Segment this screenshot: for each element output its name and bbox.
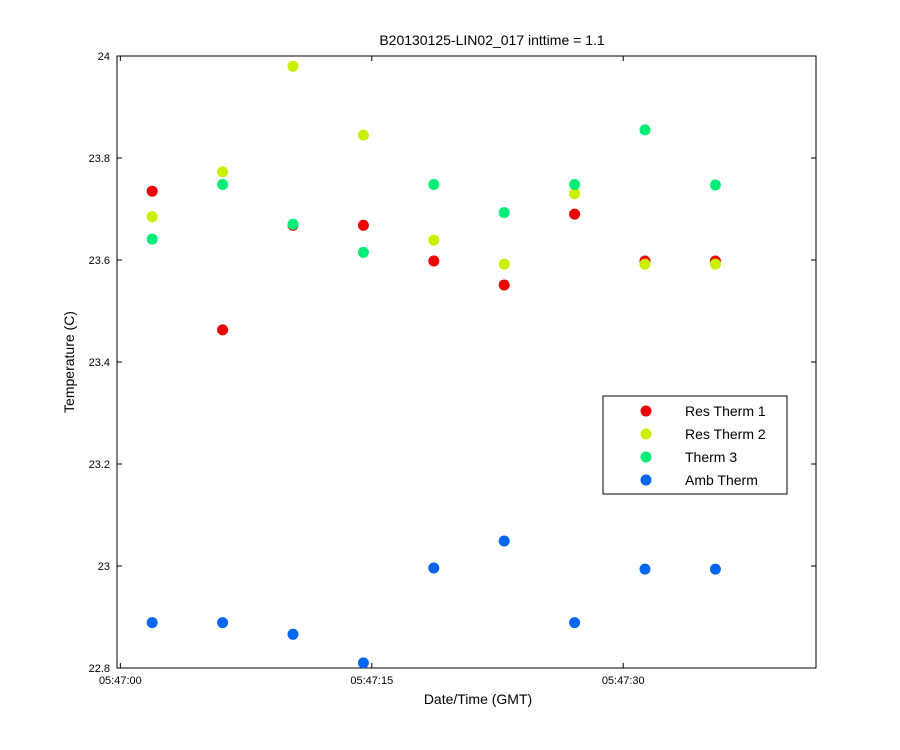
point-amb-therm bbox=[287, 628, 299, 640]
x-axis-ticks: 05:47:00 05:47:15 05:47:30 bbox=[99, 56, 645, 687]
x-axis-label: Date/Time (GMT) bbox=[424, 691, 532, 707]
point-amb-therm bbox=[709, 563, 721, 575]
point-res-therm-2 bbox=[146, 211, 158, 223]
legend-label-amb-therm: Amb Therm bbox=[685, 472, 758, 488]
point-res-therm-1 bbox=[569, 208, 581, 220]
point-res-therm-2 bbox=[709, 258, 721, 270]
legend: Res Therm 1 Res Therm 2 Therm 3 Amb Ther… bbox=[602, 395, 788, 495]
point-res-therm-1 bbox=[357, 219, 369, 231]
point-amb-therm bbox=[498, 535, 510, 547]
y-tick-label: 23.6 bbox=[89, 255, 110, 267]
point-res-therm-2 bbox=[428, 234, 440, 246]
point-amb-therm bbox=[357, 657, 369, 669]
point-res-therm-2 bbox=[287, 60, 299, 72]
point-therm-3 bbox=[498, 207, 510, 219]
legend-marker-res-therm-1 bbox=[640, 405, 652, 417]
point-res-therm-2 bbox=[357, 129, 369, 141]
plot-area bbox=[116, 55, 817, 669]
y-tick-label: 22.8 bbox=[89, 663, 110, 675]
legend-marker-therm-3 bbox=[640, 451, 652, 463]
point-therm-3 bbox=[287, 218, 299, 230]
point-therm-3 bbox=[569, 179, 581, 190]
point-res-therm-1 bbox=[498, 279, 510, 291]
x-tick-label: 05:47:15 bbox=[350, 675, 393, 687]
point-amb-therm bbox=[217, 617, 229, 629]
point-res-therm-2 bbox=[569, 188, 581, 200]
point-amb-therm bbox=[428, 562, 440, 574]
legend-label-res-therm-2: Res Therm 2 bbox=[685, 426, 766, 442]
legend-marker-res-therm-2 bbox=[640, 428, 652, 440]
y-tick-label: 24 bbox=[98, 51, 110, 63]
point-amb-therm bbox=[639, 563, 651, 575]
y-tick-label: 23.2 bbox=[89, 459, 110, 471]
legend-label-therm-3: Therm 3 bbox=[685, 449, 737, 465]
y-tick-label: 23 bbox=[98, 561, 110, 573]
point-therm-3 bbox=[357, 246, 369, 258]
y-tick-label: 23.8 bbox=[89, 153, 110, 165]
point-therm-3 bbox=[639, 124, 651, 136]
point-res-therm-1 bbox=[217, 324, 229, 336]
point-amb-therm bbox=[146, 617, 158, 629]
point-res-therm-2 bbox=[498, 258, 510, 270]
chart-title: B20130125-LIN02_017 inttime = 1.1 bbox=[379, 32, 605, 48]
point-res-therm-1 bbox=[146, 185, 158, 197]
point-therm-3 bbox=[146, 233, 158, 245]
point-therm-3 bbox=[428, 179, 440, 190]
point-res-therm-2 bbox=[639, 258, 651, 270]
point-amb-therm bbox=[569, 617, 581, 629]
point-res-therm-1 bbox=[428, 255, 440, 267]
y-axis-ticks: 22.8 23 23.2 23.4 23.6 23.8 24 bbox=[89, 51, 816, 675]
x-tick-label: 05:47:00 bbox=[99, 675, 142, 687]
data-points bbox=[146, 60, 721, 669]
y-axis-label: Temperature (C) bbox=[61, 311, 77, 413]
legend-marker-amb-therm bbox=[640, 474, 652, 486]
x-tick-label: 05:47:30 bbox=[602, 675, 645, 687]
y-tick-label: 23.4 bbox=[89, 357, 110, 369]
point-therm-3 bbox=[217, 179, 229, 190]
point-therm-3 bbox=[709, 179, 721, 191]
legend-label-res-therm-1: Res Therm 1 bbox=[685, 403, 766, 419]
legend-box bbox=[602, 395, 788, 495]
point-res-therm-2 bbox=[217, 166, 229, 178]
